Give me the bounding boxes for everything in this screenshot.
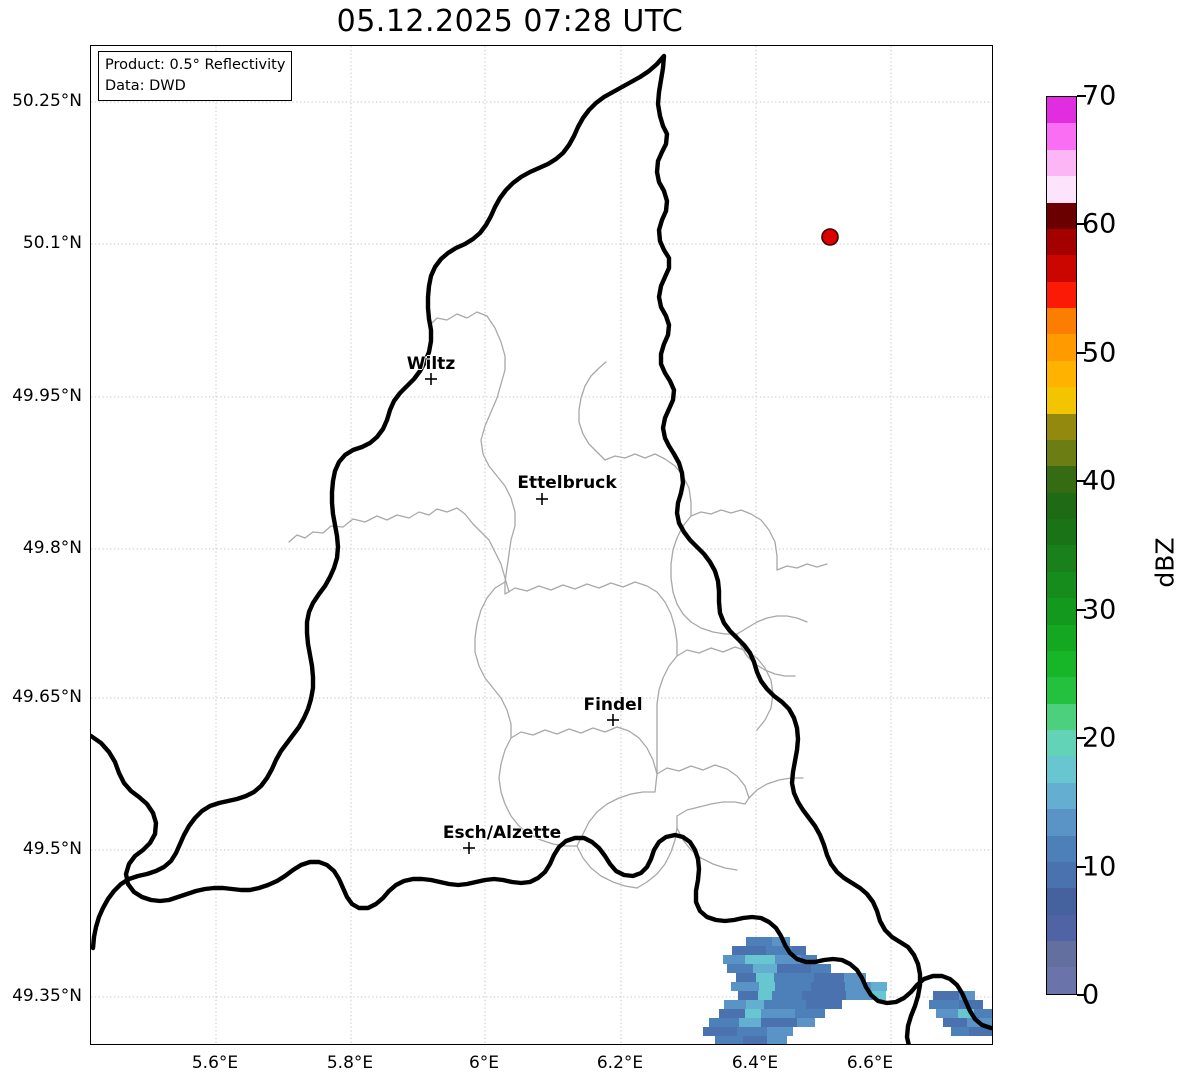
colorbar-tick-label: 10 (1082, 851, 1117, 883)
colorbar-band (1047, 730, 1076, 757)
colorbar-band (1047, 492, 1076, 519)
colorbar-band (1047, 439, 1076, 467)
product-line: Product: 0.5° Reflectivity (105, 57, 286, 73)
colorbar-tick-label: 30 (1082, 594, 1117, 626)
colorbar-band (1047, 756, 1076, 783)
colorbar[interactable] (1046, 96, 1077, 995)
colorbar-tickmark (1077, 866, 1086, 868)
national-border (91, 53, 923, 1044)
city-marker-wiltz (425, 373, 437, 385)
colorbar-band (1047, 360, 1076, 388)
data-source-line: Data: DWD (105, 77, 186, 94)
colorbar-tickmark (1077, 994, 1086, 996)
colorbar-tick-label: 50 (1082, 337, 1117, 369)
city-marker-ettelbruck (536, 493, 548, 505)
x-tick-label: 5.6°E (191, 1053, 239, 1073)
national-border-southwest (91, 733, 992, 1031)
city-label-ettelbruck: Ettelbruck (517, 473, 617, 493)
colorbar-band (1047, 466, 1076, 493)
colorbar-band (1047, 703, 1076, 730)
colorbar-tick-label: 60 (1082, 208, 1117, 240)
product-info-box: Product: 0.5° Reflectivity Data: DWD (98, 51, 293, 102)
radar-echo-cells (703, 937, 992, 1044)
colorbar-band (1047, 281, 1076, 308)
colorbar-band (1047, 97, 1076, 124)
colorbar-tickmark (1077, 609, 1086, 611)
colorbar-band (1047, 387, 1076, 414)
colorbar-band (1047, 677, 1076, 704)
y-tick-label: 49.5°N (22, 839, 82, 859)
colorbar-tickmark (1077, 352, 1086, 354)
city-marker-esch-alzette (463, 842, 475, 854)
colorbar-band (1047, 809, 1076, 836)
canton-boundaries (288, 311, 828, 889)
y-tick-label: 49.95°N (12, 386, 82, 406)
y-tick-label: 49.8°N (22, 538, 82, 558)
x-tick-label: 5.8°E (326, 1053, 374, 1073)
x-tick-label: 6°E (468, 1053, 500, 1073)
colorbar-tickmark (1077, 480, 1086, 482)
colorbar-tick-label: 70 (1082, 80, 1117, 112)
colorbar-tick-label: 40 (1082, 465, 1117, 497)
colorbar-band (1047, 967, 1076, 994)
colorbar-band (1047, 308, 1076, 335)
radar-site-marker[interactable] (821, 228, 839, 246)
colorbar-band (1047, 835, 1076, 862)
colorbar-tickmark (1077, 737, 1086, 739)
x-tick-label: 6.6°E (846, 1053, 894, 1073)
colorbar-band (1047, 413, 1076, 440)
colorbar-band (1047, 571, 1076, 599)
city-label-wiltz: Wiltz (406, 354, 456, 374)
colorbar-band (1047, 545, 1076, 572)
colorbar-band (1047, 650, 1076, 678)
colorbar-band (1047, 228, 1076, 256)
colorbar-tickmark (1077, 223, 1086, 225)
y-tick-label: 50.1°N (22, 233, 82, 253)
colorbar-band (1047, 519, 1076, 546)
colorbar-band (1047, 123, 1076, 150)
grid-lines (91, 46, 992, 1044)
colorbar-band (1047, 598, 1076, 625)
colorbar-band (1047, 782, 1076, 810)
colorbar-tick-label: 0 (1082, 979, 1100, 1011)
y-tick-label: 49.35°N (12, 986, 82, 1006)
city-label-findel: Findel (583, 695, 643, 715)
y-tick-label: 49.65°N (12, 687, 82, 707)
page-title: 05.12.2025 07:28 UTC (336, 4, 684, 39)
colorbar-band (1047, 914, 1076, 941)
x-tick-label: 6.2°E (596, 1053, 644, 1073)
colorbar-axis-label: dBZ (1150, 537, 1180, 588)
colorbar-band (1047, 888, 1076, 915)
colorbar-tick-label: 20 (1082, 722, 1117, 754)
colorbar-band (1047, 334, 1076, 361)
colorbar-tickmark (1077, 95, 1086, 97)
city-marker-findel (607, 714, 619, 726)
city-markers (425, 373, 619, 854)
colorbar-band (1047, 176, 1076, 203)
y-tick-label: 50.25°N (12, 91, 82, 111)
radar-map-plot[interactable]: Wiltz Ettelbruck Findel Esch/Alzette Pro… (90, 45, 993, 1045)
colorbar-band (1047, 255, 1076, 282)
colorbar-band (1047, 941, 1076, 968)
city-label-esch-alzette: Esch/Alzette (442, 823, 562, 843)
map-canvas (91, 46, 992, 1044)
colorbar-band (1047, 624, 1076, 651)
colorbar-band (1047, 861, 1076, 889)
colorbar-band (1047, 149, 1076, 177)
x-tick-label: 6.4°E (731, 1053, 779, 1073)
colorbar-band (1047, 202, 1076, 229)
